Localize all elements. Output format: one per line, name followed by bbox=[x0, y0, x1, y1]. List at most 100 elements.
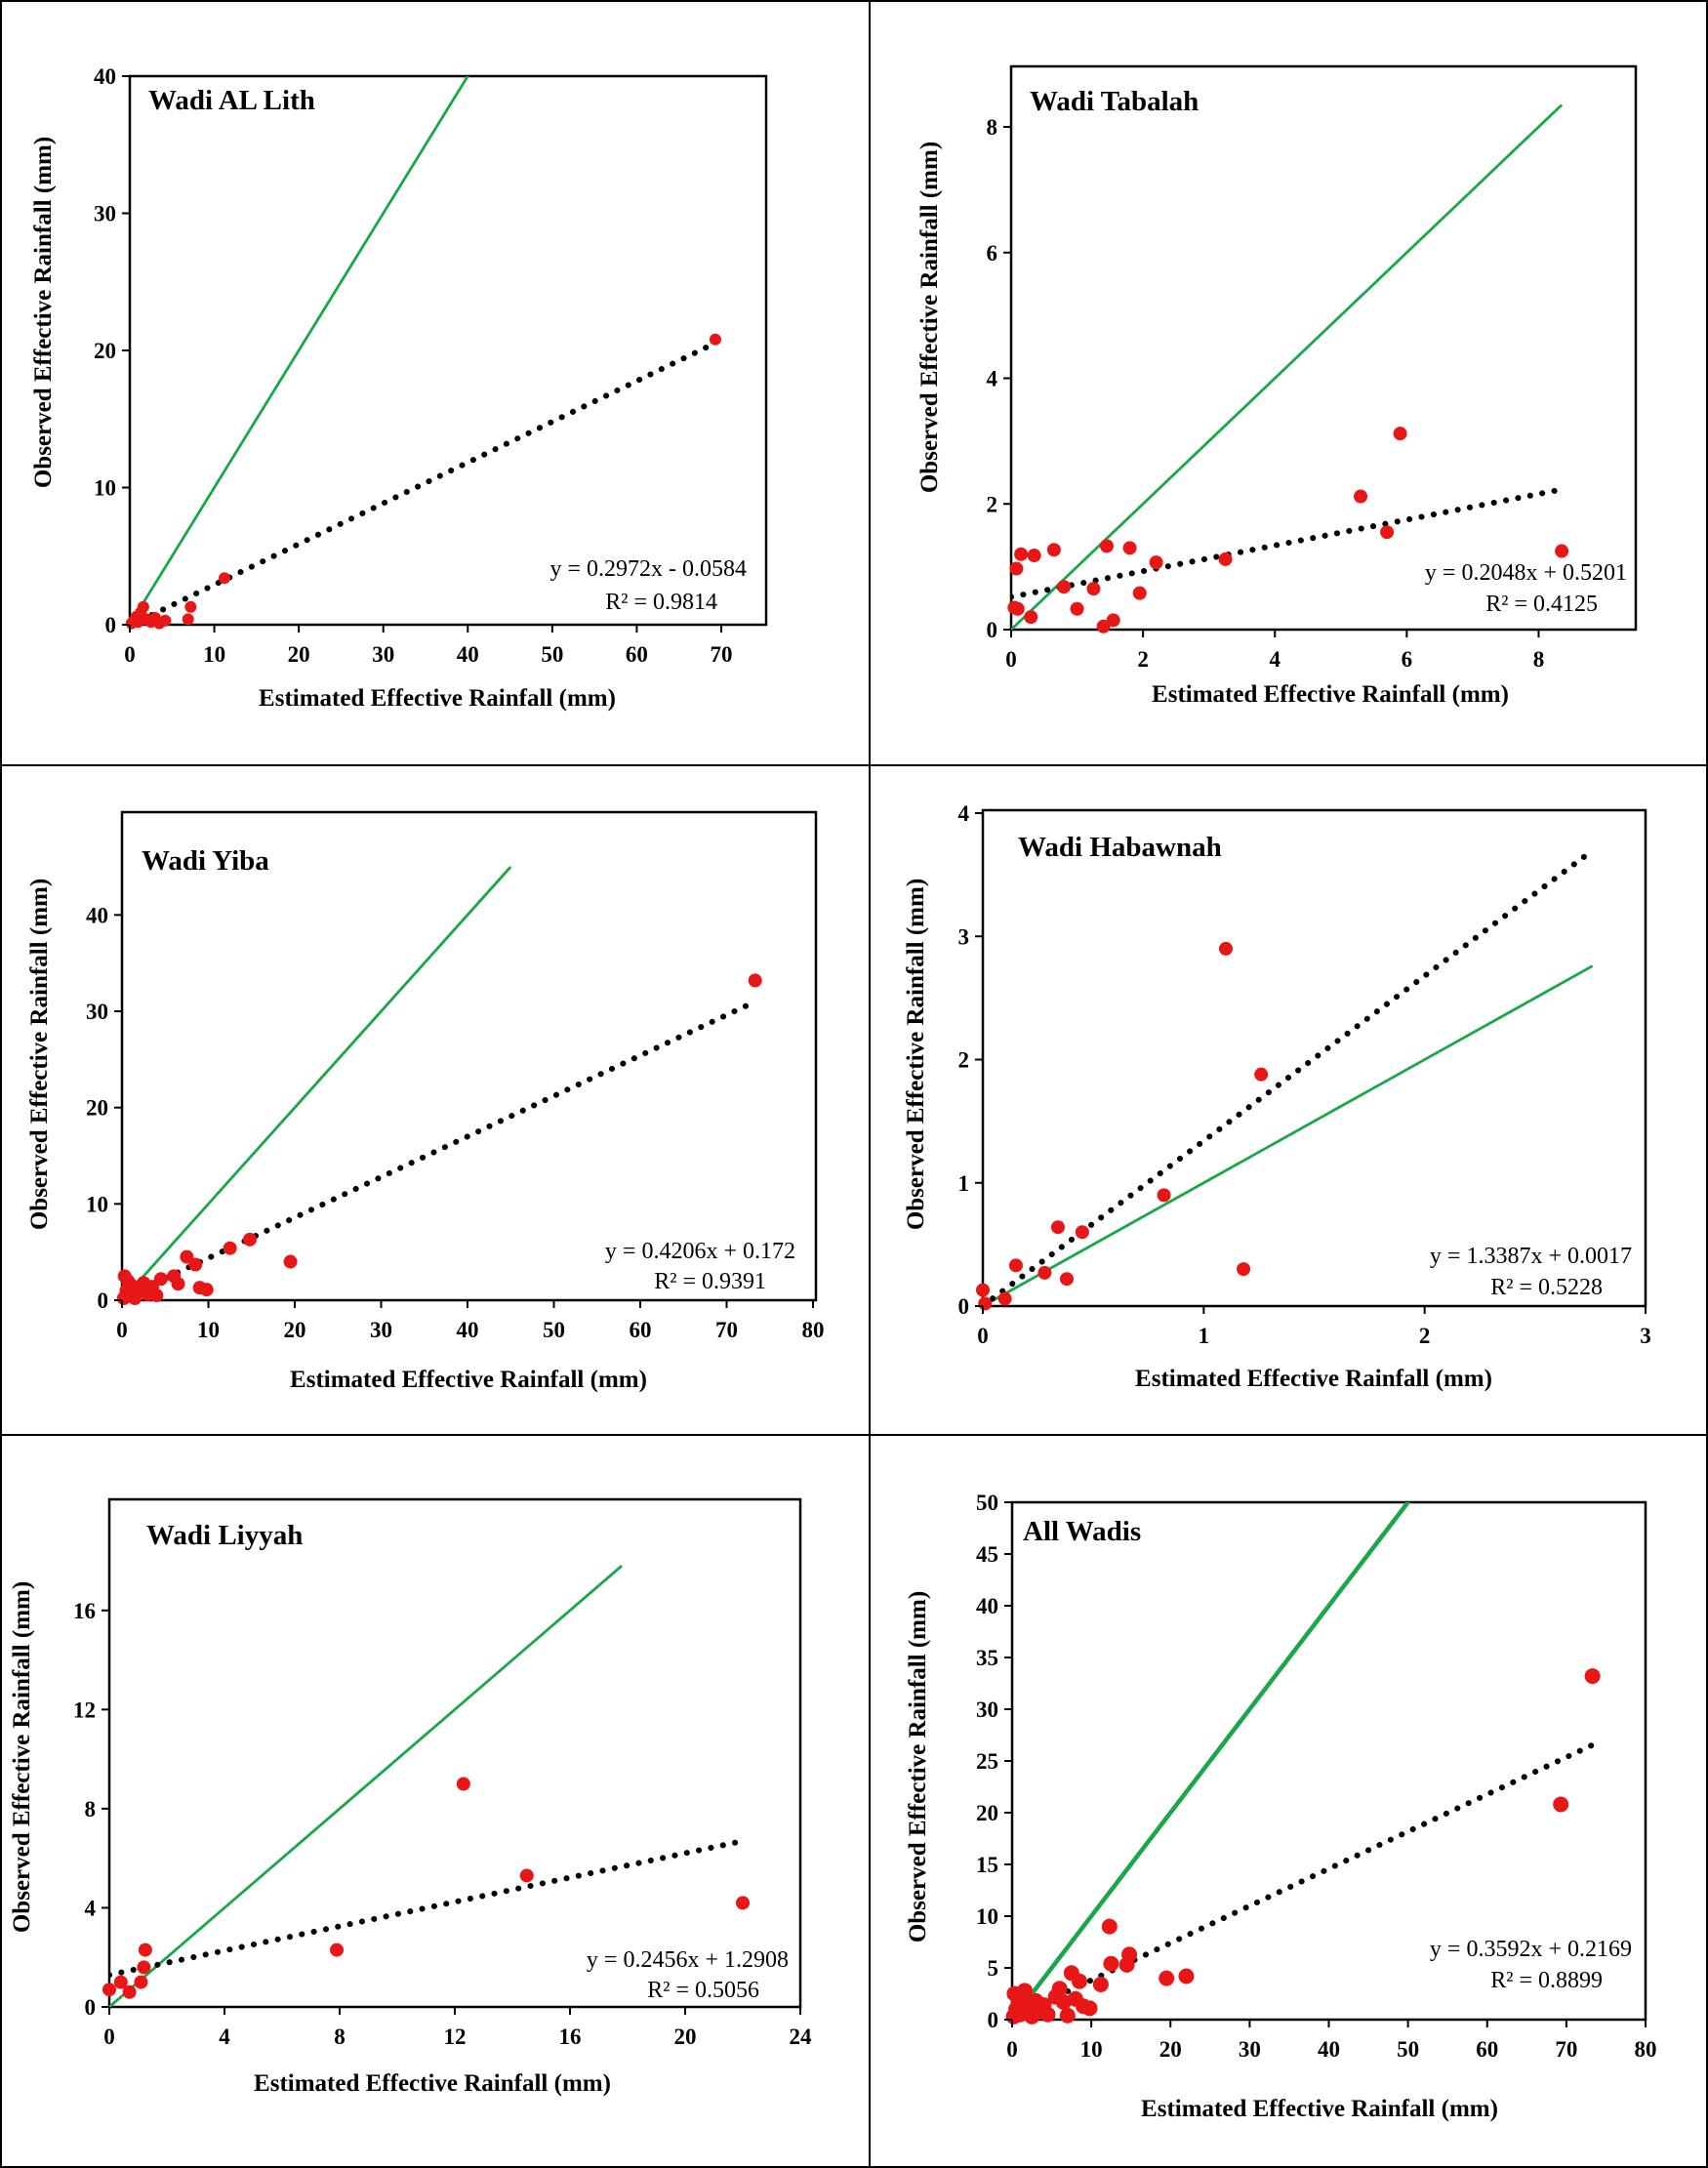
data-point bbox=[1050, 1220, 1065, 1235]
chart-title: Wadi AL Lith bbox=[148, 85, 315, 116]
data-point bbox=[134, 1975, 148, 1989]
trend-equation: y = 0.3592x + 0.2169 bbox=[1430, 1937, 1632, 1962]
one-to-one-line bbox=[109, 1565, 624, 2007]
data-point bbox=[1121, 1946, 1138, 1963]
y-axis-title: Observed Effective Rainfall (mm) bbox=[9, 1581, 35, 1933]
y-axis-title: Observed Effective Rainfall (mm) bbox=[30, 137, 57, 488]
data-point bbox=[1059, 2007, 1076, 2024]
y-tick-label: 16 bbox=[73, 1599, 96, 1623]
x-tick-label: 80 bbox=[802, 1318, 825, 1342]
data-point bbox=[1106, 613, 1120, 628]
x-axis-title: Estimated Effective Rainfall (mm) bbox=[1135, 1366, 1492, 1392]
data-point bbox=[218, 572, 230, 585]
data-point bbox=[1555, 544, 1569, 558]
chart-wadi-yiba: 0 10 20 30 40 50 60 70 80 0 10 20 30 40 Wadi Yiba y = 0… bbox=[26, 810, 825, 1393]
data-point bbox=[1081, 2000, 1098, 2017]
y-tick-label: 4 bbox=[987, 367, 998, 391]
x-tick-label: 20 bbox=[674, 2025, 697, 2049]
y-tick-label: 0 bbox=[958, 1294, 970, 1319]
y-tick-label: 40 bbox=[86, 903, 108, 927]
x-tick-label: 0 bbox=[1005, 647, 1017, 672]
y-tick-label: 25 bbox=[976, 1749, 998, 1774]
x-tick-label: 30 bbox=[372, 642, 394, 667]
x-tick-label: 30 bbox=[370, 1318, 392, 1342]
data-point bbox=[1051, 1981, 1068, 1997]
x-tick-label: 12 bbox=[444, 2025, 467, 2049]
y-tick-label: 4 bbox=[958, 801, 970, 826]
x-tick-label: 4 bbox=[1269, 647, 1281, 672]
data-point bbox=[1009, 561, 1024, 576]
data-point bbox=[149, 1289, 164, 1303]
data-point bbox=[1178, 1968, 1195, 1984]
x-tick-label: 30 bbox=[1239, 2037, 1261, 2062]
r-squared: R² = 0.5056 bbox=[647, 1978, 759, 2003]
data-point bbox=[1393, 427, 1407, 441]
data-point bbox=[1099, 539, 1114, 553]
x-tick-label: 8 bbox=[1533, 647, 1545, 672]
y-tick-label: 0 bbox=[987, 618, 998, 642]
data-point bbox=[159, 614, 172, 627]
r-squared: R² = 0.8899 bbox=[1490, 1968, 1603, 1993]
data-point bbox=[1096, 619, 1111, 634]
x-tick-label: 6 bbox=[1402, 647, 1413, 672]
x-tick-label: 70 bbox=[1555, 2037, 1577, 2062]
x-tick-label: 1 bbox=[1199, 1324, 1210, 1348]
chart-wadi-habawnah: 0 1 2 3 0 1 2 3 4 Wadi Habawnah y = 1.3387x + 0.00… bbox=[903, 801, 1651, 1392]
x-tick-label: 0 bbox=[124, 642, 136, 667]
chart-title: Wadi Habawnah bbox=[1018, 832, 1222, 863]
data-point bbox=[137, 1960, 151, 1975]
data-point bbox=[736, 1896, 750, 1910]
y-axis-title: Observed Effective Rainfall (mm) bbox=[903, 879, 929, 1230]
data-point bbox=[137, 600, 149, 613]
data-point bbox=[138, 1943, 152, 1957]
data-point bbox=[748, 973, 762, 988]
data-point bbox=[283, 1254, 298, 1269]
y-tick-label: 4 bbox=[85, 1896, 97, 1920]
data-point bbox=[1101, 1918, 1118, 1935]
x-tick-label: 20 bbox=[1159, 2037, 1182, 2062]
y-tick-label: 1 bbox=[958, 1171, 970, 1196]
data-point bbox=[1354, 489, 1368, 504]
data-point bbox=[1218, 941, 1233, 956]
chart-wadi-tabalah: 0 2 4 6 8 0 2 4 6 8 Wadi Tabalah y = 0.2048x + 0.52… bbox=[916, 64, 1638, 708]
data-point bbox=[1159, 1970, 1175, 1986]
y-tick-label: 3 bbox=[958, 924, 970, 949]
data-point bbox=[1254, 1067, 1269, 1082]
x-axis-title: Estimated Effective Rainfall (mm) bbox=[254, 2070, 611, 2097]
y-tick-label: 30 bbox=[976, 1698, 998, 1722]
data-point bbox=[1055, 1993, 1072, 2010]
one-to-one-line bbox=[122, 866, 512, 1300]
x-tick-label: 0 bbox=[977, 1324, 989, 1348]
x-tick-label: 8 bbox=[334, 2025, 346, 2049]
y-axis-title: Observed Effective Rainfall (mm) bbox=[26, 879, 53, 1230]
data-point bbox=[1060, 1272, 1075, 1287]
plot-frame bbox=[1009, 64, 1638, 632]
data-point bbox=[1010, 601, 1025, 616]
y-tick-label: 0 bbox=[105, 613, 117, 637]
x-tick-label: 50 bbox=[543, 1318, 565, 1342]
y-tick-label: 2 bbox=[958, 1048, 970, 1073]
data-point bbox=[1057, 580, 1072, 594]
trendline bbox=[122, 1002, 749, 1300]
data-point bbox=[171, 1277, 185, 1291]
y-tick-label: 15 bbox=[976, 1853, 998, 1877]
chart-wadi-al-lith: 0 10 20 30 40 50 60 70 0 10 20 30 40 Wadi AL Lith y = … bbox=[30, 64, 768, 712]
data-point bbox=[1103, 1955, 1119, 1972]
data-point bbox=[184, 600, 197, 613]
data-point bbox=[182, 613, 194, 626]
y-tick-label: 20 bbox=[94, 339, 116, 363]
data-point bbox=[1070, 601, 1084, 616]
data-point bbox=[1380, 525, 1395, 540]
r-squared: R² = 0.4125 bbox=[1485, 592, 1598, 617]
data-point bbox=[1122, 541, 1137, 555]
x-tick-label: 3 bbox=[1640, 1324, 1651, 1348]
y-tick-label: 35 bbox=[976, 1646, 998, 1670]
data-point bbox=[330, 1943, 345, 1957]
trend-equation: y = 1.3387x + 0.0017 bbox=[1430, 1244, 1632, 1269]
data-point bbox=[122, 1984, 137, 1999]
x-axis-title: Estimated Effective Rainfall (mm) bbox=[259, 685, 616, 712]
data-point bbox=[1016, 1983, 1033, 1999]
data-point bbox=[997, 1291, 1012, 1306]
